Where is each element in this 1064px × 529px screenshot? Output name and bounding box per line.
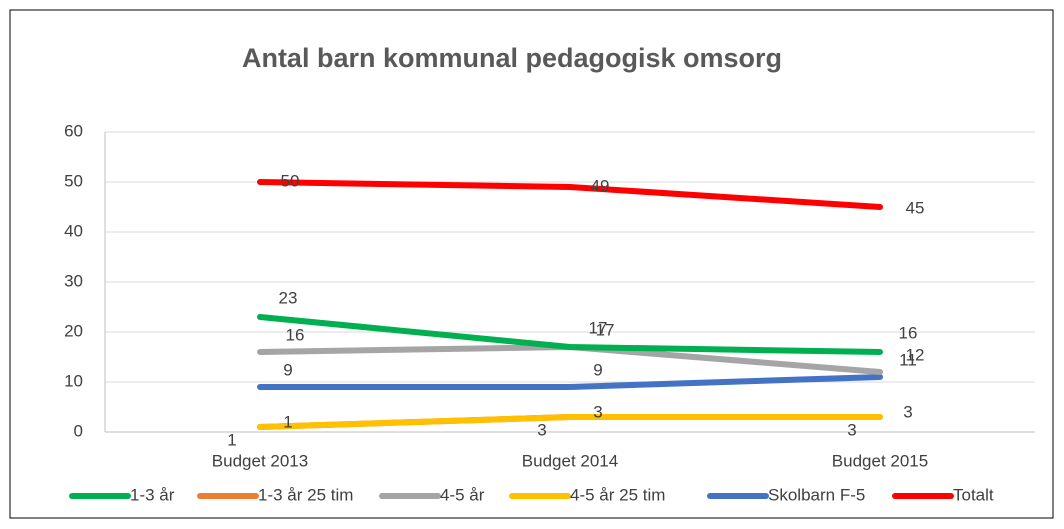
legend-label: Skolbarn F-5 [768, 485, 865, 504]
y-tick-label: 40 [64, 221, 83, 240]
legend-label: Totalt [953, 485, 994, 504]
data-label: 3 [537, 420, 546, 439]
data-label: 3 [593, 402, 602, 421]
legend-label: 4-5 år [440, 485, 485, 504]
data-label: 3 [903, 402, 912, 421]
x-tick-label: Budget 2015 [832, 451, 928, 470]
chart-border [9, 9, 1054, 519]
series-line [257, 374, 883, 390]
data-label: 9 [283, 360, 292, 379]
data-label: 9 [593, 360, 602, 379]
data-label: 50 [281, 171, 300, 190]
data-label: 17 [596, 320, 615, 339]
series-line [257, 414, 883, 430]
y-tick-label: 10 [64, 371, 83, 390]
chart-title: Antal barn kommunal pedagogisk omsorg [242, 43, 782, 73]
data-label: 16 [899, 323, 918, 342]
data-label: 23 [279, 288, 298, 307]
x-tick-label: Budget 2014 [522, 451, 618, 470]
data-label: 49 [591, 176, 610, 195]
series-line [257, 179, 883, 210]
data-label: 12 [906, 345, 925, 364]
y-tick-label: 20 [64, 321, 83, 340]
legend-label: 1-3 år 25 tim [258, 485, 353, 504]
data-label: 11 [899, 350, 917, 369]
data-label: 1 [227, 430, 236, 449]
data-label: 1 [283, 412, 292, 431]
y-tick-label: 0 [74, 421, 83, 440]
y-tick-label: 50 [64, 171, 83, 190]
series-line [257, 314, 883, 355]
data-label: 17 [589, 318, 608, 337]
y-tick-label: 30 [64, 271, 83, 290]
data-label: 16 [286, 325, 305, 344]
y-tick-label: 60 [64, 121, 83, 140]
data-label: 45 [906, 198, 925, 217]
x-tick-label: Budget 2013 [212, 451, 308, 470]
legend-label: 1-3 år [130, 485, 175, 504]
data-label: 3 [847, 420, 856, 439]
legend-label: 4-5 år 25 tim [570, 485, 665, 504]
